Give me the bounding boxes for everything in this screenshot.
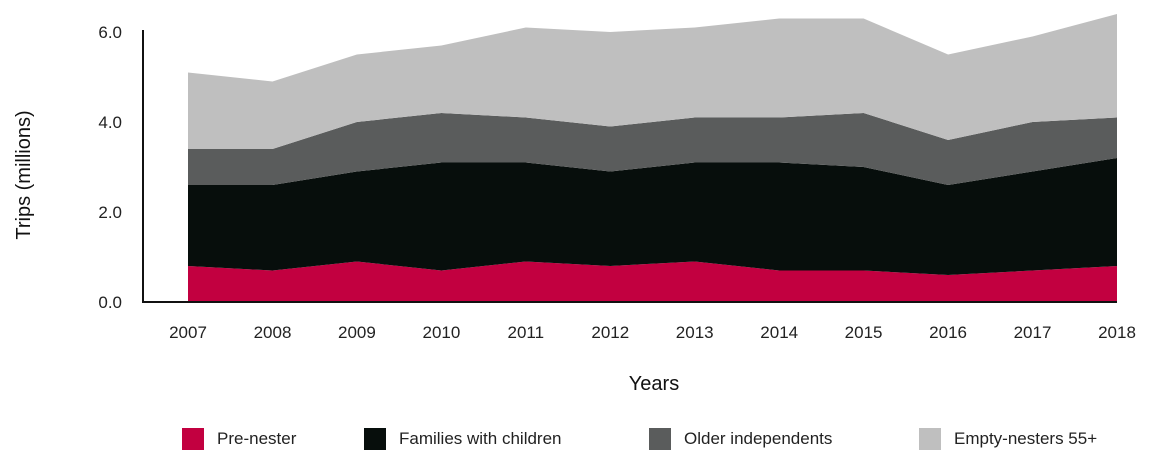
x-tick-label: 2015 (845, 323, 883, 342)
legend-swatch (182, 428, 204, 450)
area-series-families-with-children (188, 158, 1117, 275)
y-tick-labels: 0.0 2.0 4.0 6.0 (98, 23, 122, 312)
area-series-empty-nesters-55 (188, 14, 1117, 149)
x-tick-label: 2008 (254, 323, 292, 342)
x-tick-label: 2013 (676, 323, 714, 342)
legend-label: Pre-nester (217, 429, 297, 448)
y-tick-label: 0.0 (98, 293, 122, 312)
x-tick-label: 2010 (422, 323, 460, 342)
x-axis-title: Years (629, 373, 679, 395)
legend-item: Empty-nesters 55+ (919, 428, 1097, 450)
legend-item: Families with children (364, 428, 562, 450)
legend-item: Pre-nester (182, 428, 297, 450)
x-tick-label: 2009 (338, 323, 376, 342)
area-layer (188, 14, 1117, 302)
legend-label: Older independents (684, 429, 832, 448)
x-tick-label: 2014 (760, 323, 798, 342)
y-tick-label: 4.0 (98, 113, 122, 132)
area-series-older-independents (188, 113, 1117, 185)
legend-swatch (919, 428, 941, 450)
legend-label: Empty-nesters 55+ (954, 429, 1097, 448)
x-tick-label: 2018 (1098, 323, 1136, 342)
x-tick-labels: 2007 2008 2009 2010 2011 2012 2013 2014 2015 2016… (169, 323, 1136, 342)
x-tick-label: 2017 (1014, 323, 1052, 342)
legend-swatch (649, 428, 671, 450)
legend-label: Families with children (399, 429, 562, 448)
y-tick-label: 6.0 (98, 23, 122, 42)
y-axis-title: Trips (millions) (13, 110, 35, 239)
area-series-pre-nester (188, 261, 1117, 302)
x-tick-label: 2016 (929, 323, 967, 342)
x-tick-label: 2012 (591, 323, 629, 342)
x-tick-label: 2011 (508, 323, 545, 342)
legend-item: Older independents (649, 428, 832, 450)
legend: Pre-nester Families with children Older in… (182, 428, 1097, 450)
y-tick-label: 2.0 (98, 203, 122, 222)
legend-swatch (364, 428, 386, 450)
x-tick-label: 2007 (169, 323, 207, 342)
